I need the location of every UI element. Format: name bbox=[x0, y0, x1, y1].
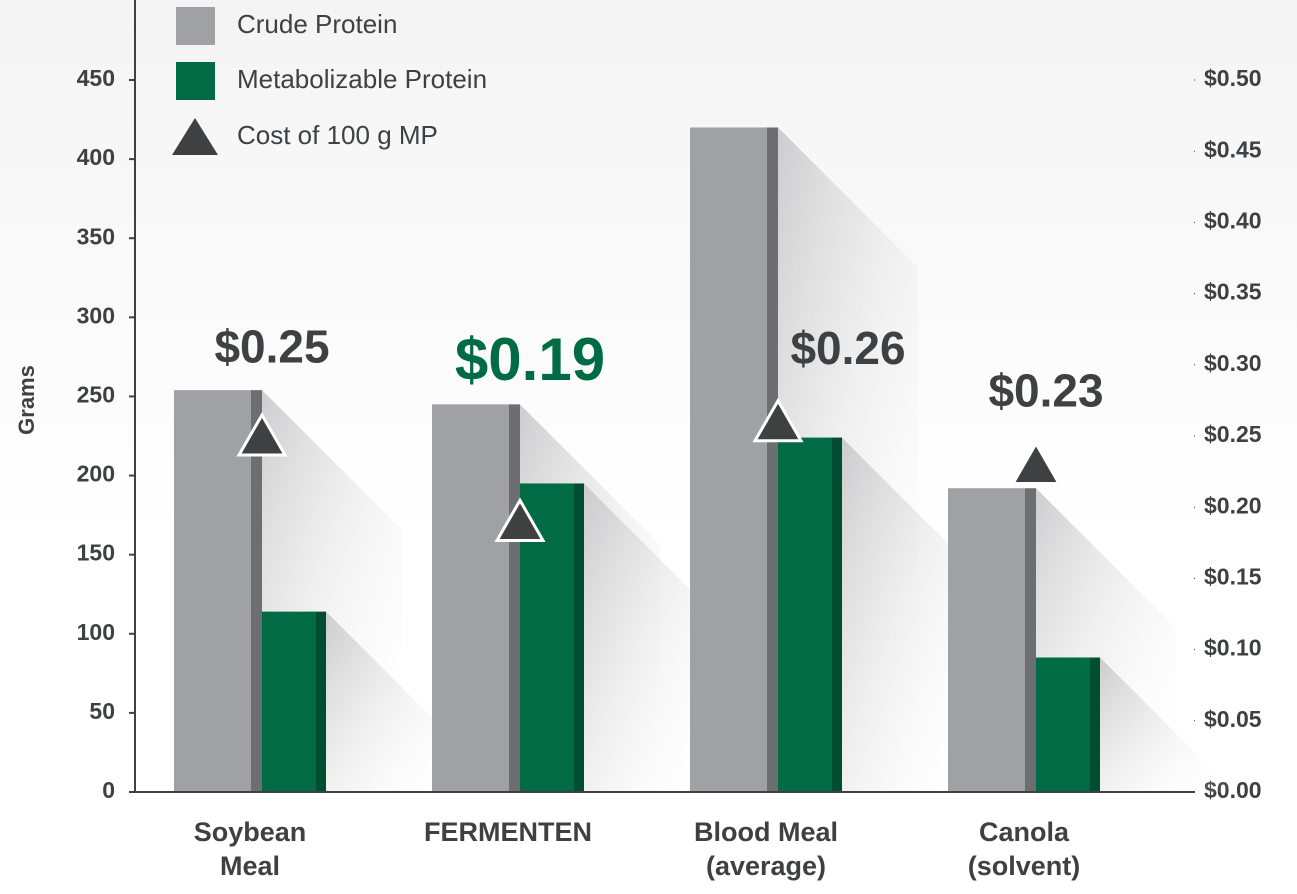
y-tick-label: 200 bbox=[77, 461, 115, 487]
legend-label: Crude Protein bbox=[237, 9, 397, 39]
y-tick-label: 150 bbox=[77, 540, 115, 566]
legend-swatch bbox=[176, 62, 215, 100]
y-tick-label: 250 bbox=[77, 382, 115, 408]
bar-shadow bbox=[326, 611, 466, 792]
cost-marker bbox=[494, 497, 546, 542]
y-tick-label: 350 bbox=[77, 223, 115, 249]
bar-side bbox=[316, 611, 326, 792]
cost-label: $0.26 bbox=[790, 322, 905, 374]
bar-side bbox=[251, 390, 262, 792]
legend-marker bbox=[172, 118, 218, 155]
x-tick-label: FERMENTEN bbox=[424, 817, 592, 847]
cost-label: $0.23 bbox=[988, 365, 1103, 417]
bar bbox=[174, 390, 251, 792]
y2-tick-label: $0.20 bbox=[1204, 492, 1262, 518]
cost-marker bbox=[236, 411, 288, 457]
legend-label: Cost of 100 g MP bbox=[237, 120, 438, 150]
x-tick-label: Soybean Meal bbox=[193, 817, 307, 881]
y-tick-label: 0 bbox=[102, 777, 115, 803]
y2-tick-label: $0.45 bbox=[1204, 136, 1262, 162]
y2-tick-label: $0.15 bbox=[1204, 563, 1262, 589]
bar bbox=[262, 611, 316, 792]
bar-side bbox=[767, 127, 778, 792]
y-tick-label: 450 bbox=[77, 65, 115, 91]
legend-swatch bbox=[176, 7, 215, 45]
bar-side bbox=[832, 437, 842, 792]
y2-tick-label: $0.50 bbox=[1204, 65, 1262, 91]
y-tick-label: 300 bbox=[77, 302, 115, 328]
y2-tick-label: $0.40 bbox=[1204, 207, 1262, 233]
bar-shadow bbox=[1100, 657, 1235, 792]
y2-tick-label: $0.30 bbox=[1204, 350, 1262, 376]
cost-marker bbox=[752, 397, 804, 443]
y2-tick-label: $0.25 bbox=[1204, 421, 1262, 447]
bar-side bbox=[1025, 488, 1036, 792]
y-axis-label: Grams bbox=[14, 365, 39, 435]
y2-tick-label: $0.35 bbox=[1204, 279, 1262, 305]
bar-side bbox=[1090, 657, 1100, 792]
bar bbox=[778, 437, 832, 792]
legend-label: Metabolizable Protein bbox=[237, 64, 487, 94]
x-tick-label: Canola (solvent) bbox=[967, 817, 1081, 881]
bar bbox=[1036, 657, 1090, 792]
bar bbox=[690, 127, 767, 792]
x-tick-label: Blood Meal (average) bbox=[693, 817, 838, 881]
y2-tick-label: $0.05 bbox=[1204, 706, 1262, 732]
cost-label: $0.25 bbox=[214, 320, 329, 372]
y-tick-label: 400 bbox=[77, 144, 115, 170]
bar-shadow bbox=[584, 483, 724, 792]
bar-shadow bbox=[842, 437, 982, 792]
bar bbox=[432, 404, 509, 792]
bar-side bbox=[574, 483, 584, 792]
cost-label: $0.19 bbox=[455, 326, 605, 393]
y-tick-label: 100 bbox=[77, 619, 115, 645]
y2-tick-label: $0.10 bbox=[1204, 635, 1262, 661]
cost-marker bbox=[1010, 440, 1062, 485]
bar bbox=[948, 488, 1025, 792]
y-tick-label: 50 bbox=[89, 698, 115, 724]
bar-side bbox=[509, 404, 520, 792]
